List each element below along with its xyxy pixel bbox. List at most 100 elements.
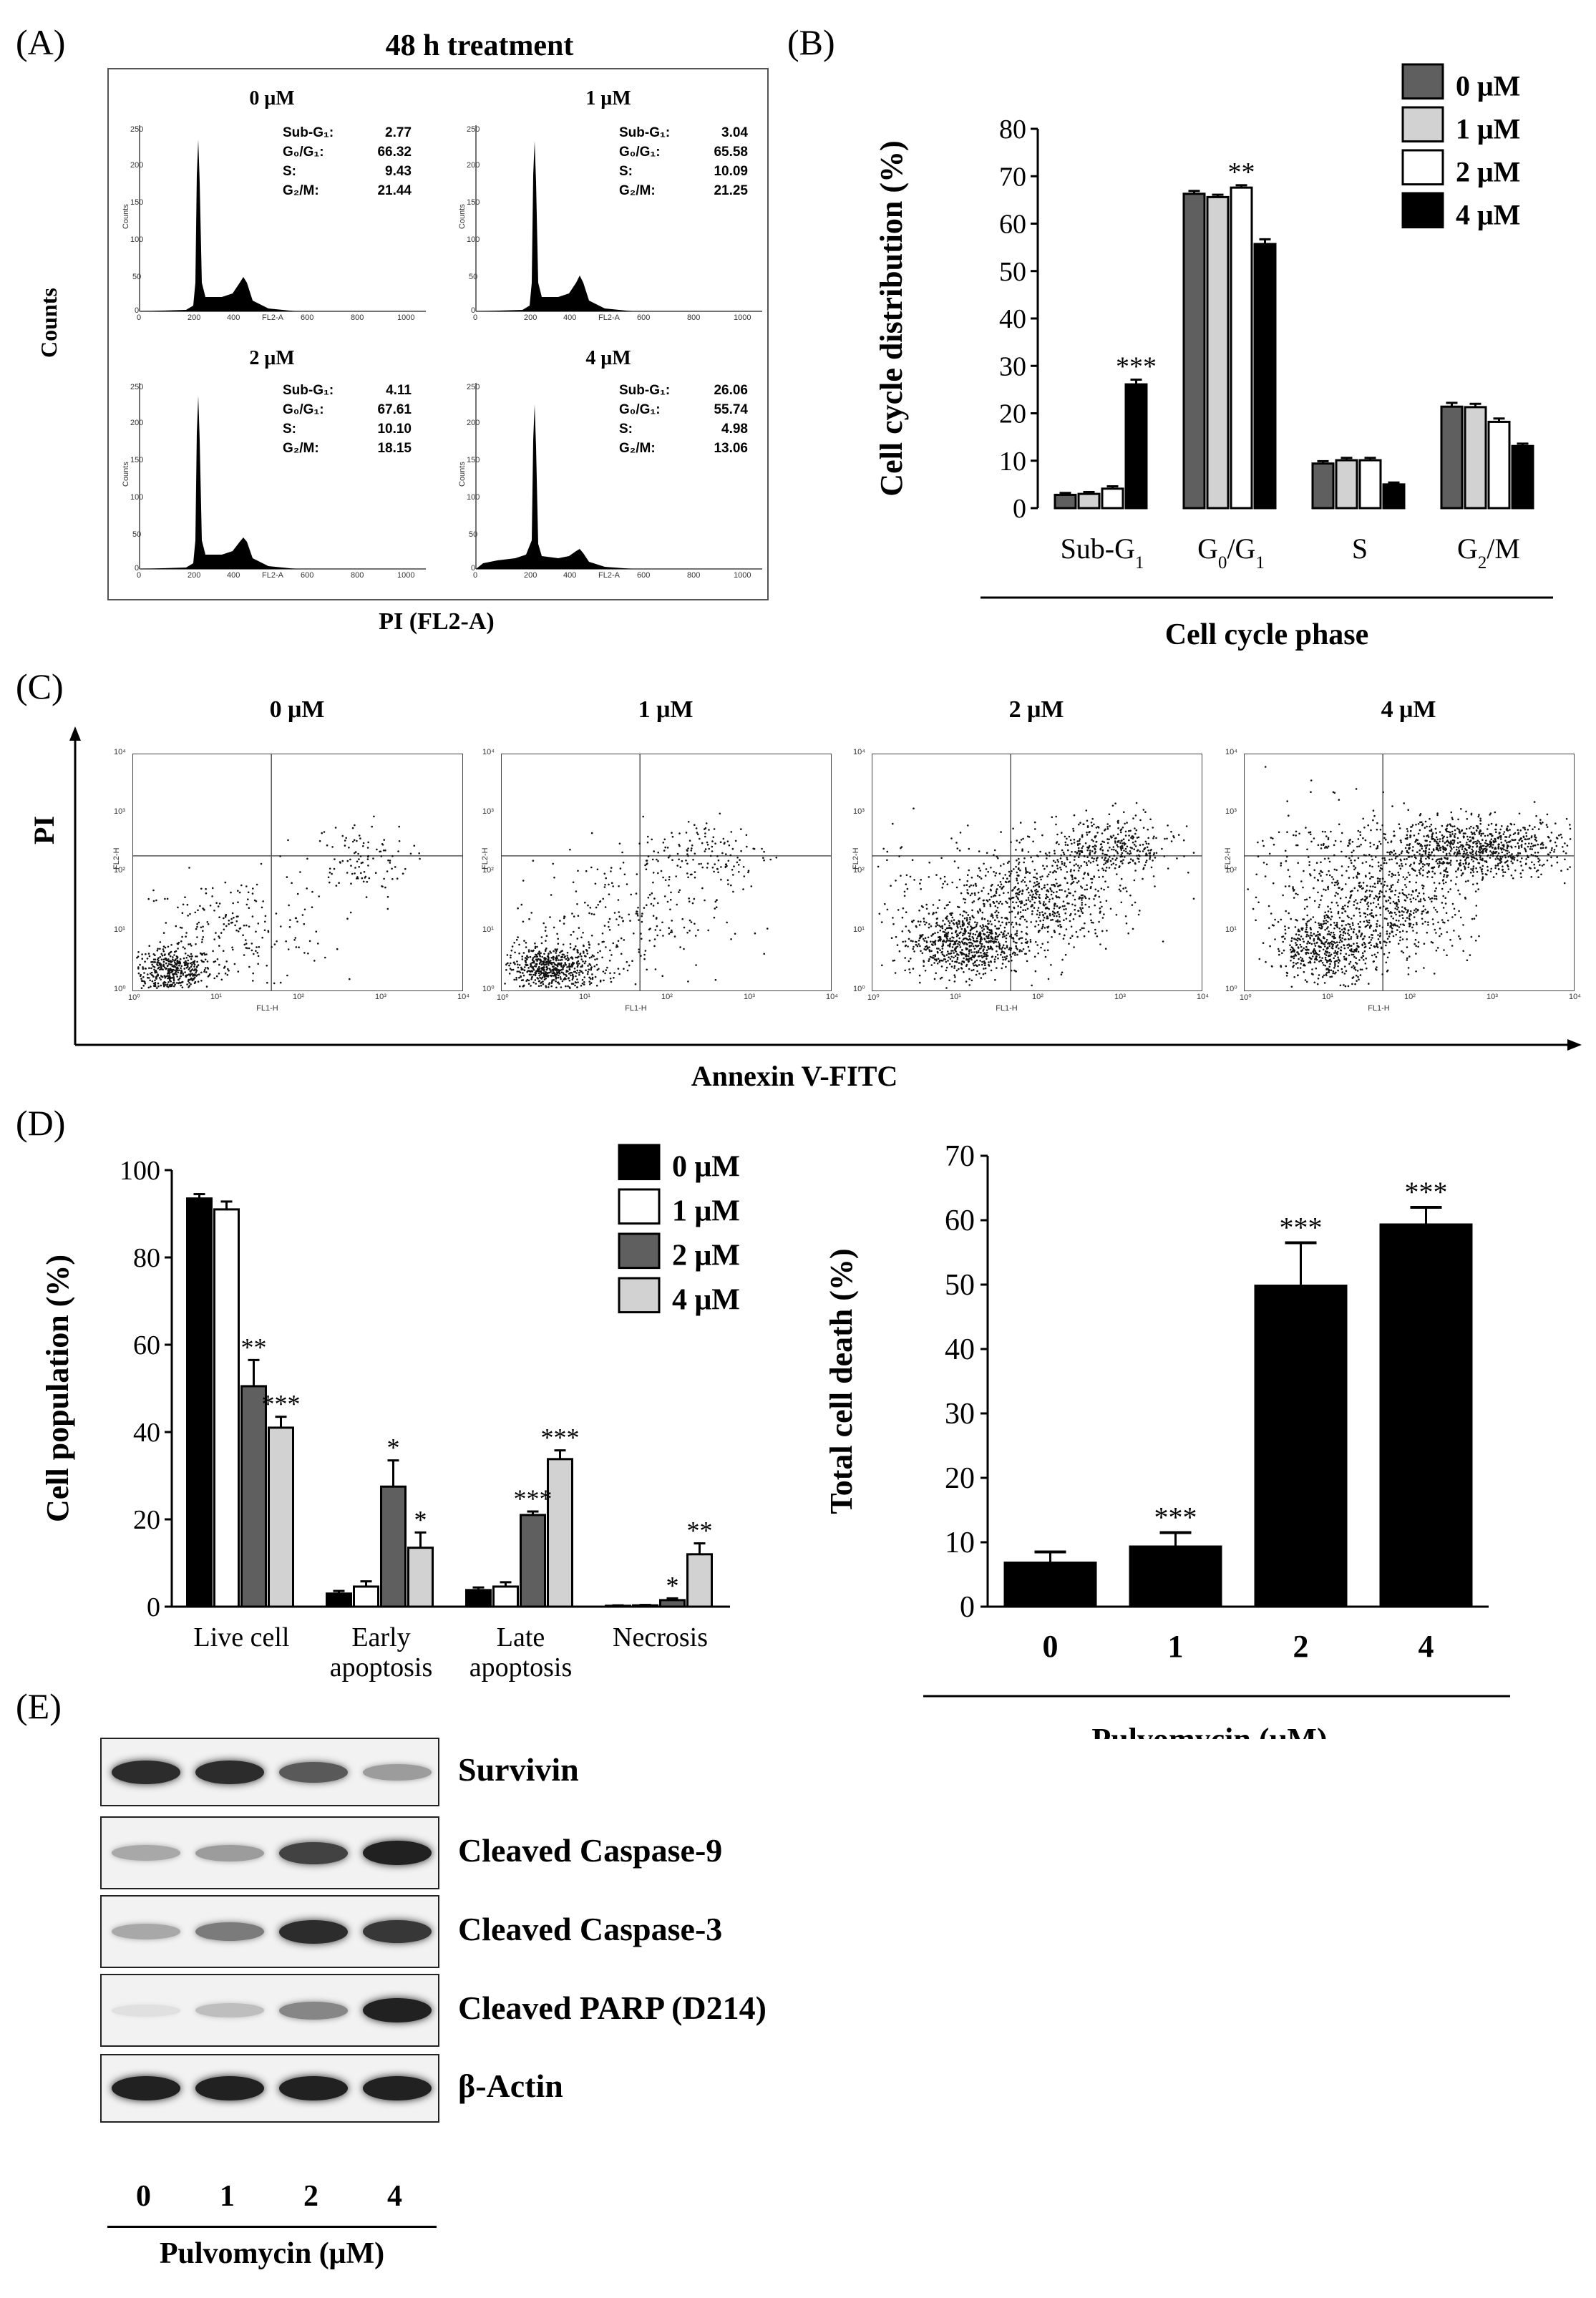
flow-event xyxy=(986,937,988,939)
flow-event xyxy=(224,972,227,975)
flow-event xyxy=(1354,867,1357,869)
flow-event xyxy=(1064,841,1067,844)
flow-event xyxy=(563,978,565,980)
flow-event xyxy=(1417,941,1420,943)
flow-event xyxy=(1080,910,1083,912)
flow-event xyxy=(920,920,922,923)
flow-event xyxy=(1004,880,1007,883)
flow-event xyxy=(958,944,961,946)
flow-event xyxy=(1002,877,1005,880)
flow-event xyxy=(358,834,361,837)
flow-event xyxy=(724,866,727,869)
flow-event xyxy=(1132,817,1134,819)
flow-event xyxy=(1056,867,1059,870)
flow-event xyxy=(1293,948,1295,950)
flow-event xyxy=(978,950,980,952)
flow-event xyxy=(1297,962,1299,964)
flow-event xyxy=(1381,867,1383,870)
histogram-0 xyxy=(139,125,426,312)
flow-event xyxy=(382,849,385,852)
flow-event xyxy=(523,969,526,972)
flow-event xyxy=(1099,901,1101,903)
flow-event xyxy=(419,857,421,860)
flow-event xyxy=(1402,951,1405,954)
flow-event xyxy=(1501,825,1503,827)
flow-event xyxy=(520,903,523,906)
flow-event xyxy=(1134,814,1137,817)
flow-event xyxy=(1101,905,1103,908)
flow-event xyxy=(1446,862,1448,865)
histogram-3-ytick: 50 xyxy=(469,530,478,539)
histogram-1-ytick: 200 xyxy=(467,161,480,170)
flow-event xyxy=(538,975,540,977)
flow-event xyxy=(525,957,527,959)
flow-event xyxy=(962,953,965,955)
flow-event xyxy=(662,876,664,879)
flow-event xyxy=(190,958,193,960)
flow-event xyxy=(941,953,944,955)
histogram-3-ytick: 0 xyxy=(471,564,476,573)
flow-event xyxy=(1308,942,1311,944)
stat-value: 55.74 xyxy=(714,402,748,417)
flow-event xyxy=(536,958,538,960)
flow-event xyxy=(1033,907,1036,909)
flow-event xyxy=(1368,947,1371,950)
flow-event xyxy=(1025,953,1027,955)
flow-event xyxy=(200,926,203,929)
flow-event xyxy=(564,955,566,958)
histogram-2-ytick: 100 xyxy=(130,493,144,502)
flow-event xyxy=(1129,850,1132,852)
flow-event xyxy=(975,930,978,933)
flow-event xyxy=(189,970,192,973)
flow-event xyxy=(646,860,648,862)
flow-event xyxy=(1027,887,1029,890)
flow-event xyxy=(180,927,183,929)
flow-event xyxy=(655,917,658,920)
flow-event xyxy=(949,938,951,940)
flow-event xyxy=(1489,854,1492,857)
flow-event xyxy=(1386,917,1388,920)
flow-event xyxy=(1349,960,1352,963)
flow-event xyxy=(1085,862,1088,864)
flow-event xyxy=(567,985,569,988)
flow-event xyxy=(1396,905,1398,907)
flow-event xyxy=(1017,882,1019,885)
flow-event xyxy=(166,959,168,962)
flow-event xyxy=(1056,833,1059,836)
flow-event xyxy=(963,938,965,940)
flow-event xyxy=(1038,900,1041,902)
flow-event xyxy=(1431,870,1434,873)
flow-event xyxy=(898,855,900,857)
flow-event xyxy=(1077,910,1079,912)
flow-event xyxy=(966,889,968,891)
flow-event xyxy=(558,954,560,957)
flow-event xyxy=(197,980,200,983)
flow-event xyxy=(296,920,298,923)
flow-event xyxy=(1361,952,1364,954)
flow-event xyxy=(356,860,359,863)
flow-event xyxy=(1077,880,1080,882)
flow-event xyxy=(157,968,160,970)
flow-event xyxy=(995,890,998,892)
flow-event xyxy=(1027,899,1030,901)
flow-event xyxy=(1099,910,1101,912)
flow-event xyxy=(1387,899,1390,902)
flow-event xyxy=(1312,973,1314,975)
flow-event xyxy=(1033,885,1035,888)
flow-event xyxy=(1132,841,1134,844)
flow-event xyxy=(197,964,200,966)
flow-event xyxy=(587,965,589,967)
flow-y-tick: 10² xyxy=(482,866,494,875)
flow-event xyxy=(1101,857,1104,859)
flow-event xyxy=(329,871,331,874)
flow-event xyxy=(1371,934,1373,936)
flow-event xyxy=(943,931,946,933)
flow-event xyxy=(1372,902,1375,904)
flow-event xyxy=(1414,938,1417,941)
flow-event xyxy=(934,943,936,946)
flow-event xyxy=(1379,914,1382,916)
flow-plot xyxy=(872,754,1202,991)
flow-event xyxy=(155,899,157,902)
flow-event xyxy=(1036,880,1038,883)
flow-event xyxy=(610,882,613,885)
